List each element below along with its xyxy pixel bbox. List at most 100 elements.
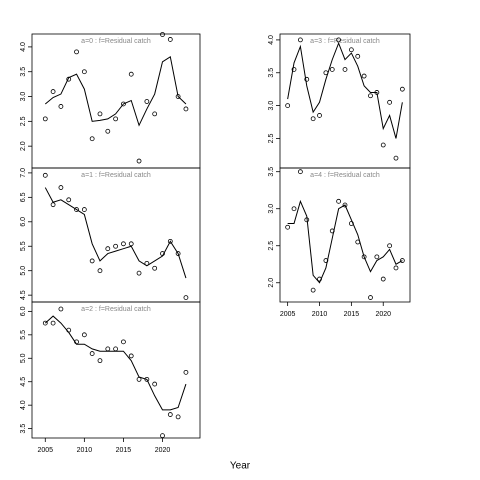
panel-title: a=3 : f=Residual catch (310, 38, 380, 45)
observed-point (175, 414, 181, 420)
observed-point (355, 53, 361, 59)
observed-point (329, 67, 335, 72)
observed-point (167, 412, 173, 417)
y-tick-label: 2.5 (268, 241, 275, 251)
fit-line (44, 187, 187, 279)
observed-point (58, 104, 64, 109)
y-tick-label: 6.0 (20, 217, 27, 227)
observed-point (380, 276, 386, 282)
observed-point (291, 67, 297, 72)
observed-point (144, 99, 150, 104)
observed-point (368, 93, 373, 99)
observed-point (74, 49, 79, 55)
observed-point (160, 251, 165, 256)
y-tick-label: 4.0 (20, 400, 27, 410)
panel-title: a=0 : f=Residual catch (81, 38, 151, 45)
observed-point (387, 99, 393, 105)
y-tick-label: 5.5 (20, 241, 27, 251)
x-tick-label: 2010 (77, 447, 93, 454)
observed-point (348, 221, 354, 226)
observed-point (97, 111, 103, 117)
observed-point (42, 172, 48, 178)
x-tick-label: 2015 (116, 447, 132, 454)
observed-point (399, 86, 405, 92)
y-tick-label: 2.0 (268, 278, 275, 288)
x-tick-label: 2010 (312, 311, 328, 318)
observed-point (81, 207, 87, 212)
observed-point (66, 197, 72, 203)
observed-point (368, 295, 373, 300)
panel-frame (279, 167, 411, 303)
observed-point (317, 276, 322, 282)
observed-point (342, 202, 348, 208)
observed-point (89, 258, 95, 264)
observed-point (97, 358, 103, 364)
observed-point (113, 243, 119, 249)
observed-point (42, 116, 48, 122)
observed-point (105, 246, 111, 252)
observed-point (304, 76, 310, 82)
observed-point (285, 224, 291, 230)
observed-point (50, 202, 56, 208)
y-tick-label: 3.0 (268, 101, 275, 111)
y-tick-label: 4.0 (20, 42, 27, 52)
observed-point (105, 128, 111, 134)
observed-point (167, 238, 173, 244)
x-tick-label: 2020 (375, 311, 391, 318)
observed-point (323, 70, 329, 76)
observed-point (121, 101, 126, 107)
observed-point (136, 158, 142, 164)
observed-point (355, 239, 361, 245)
y-tick-label: 3.5 (20, 424, 27, 434)
observed-point (128, 353, 134, 359)
observed-point (317, 113, 322, 118)
observed-point (297, 37, 303, 43)
observed-point (183, 369, 189, 375)
observed-point (81, 69, 87, 75)
observed-point (74, 339, 79, 345)
observed-point (113, 116, 119, 122)
y-tick-label: 5.5 (20, 330, 27, 340)
observed-point (329, 228, 335, 234)
observed-point (387, 243, 393, 249)
observed-point (144, 260, 150, 266)
x-tick-label: 2005 (280, 311, 296, 318)
y-tick-label: 4.5 (20, 290, 27, 300)
observed-point (175, 94, 181, 99)
observed-point (160, 433, 165, 439)
y-tick-label: 2.5 (268, 133, 275, 143)
observed-point (121, 339, 126, 345)
observed-point (175, 251, 181, 256)
observed-point (183, 295, 189, 300)
panel-title: a=2 : f=Residual catch (81, 306, 151, 313)
observed-point (323, 258, 329, 263)
panel-title: a=4 : f=Residual catch (310, 172, 380, 179)
y-tick-label: 3.0 (20, 92, 27, 102)
observed-point (336, 37, 342, 43)
observed-point (361, 73, 367, 79)
y-tick-label: 3.5 (20, 67, 27, 77)
observed-point (58, 185, 64, 190)
fit-line (287, 199, 403, 284)
observed-point (121, 241, 126, 247)
observed-point (152, 381, 158, 387)
y-tick-label: 4.0 (268, 35, 275, 45)
observed-point (374, 90, 380, 95)
observed-point (152, 265, 158, 271)
observed-point (304, 217, 310, 223)
observed-point (285, 103, 291, 108)
y-tick-label: 2.0 (20, 141, 27, 151)
observed-point (74, 207, 79, 212)
observed-point (50, 320, 56, 326)
observed-point (105, 346, 111, 352)
x-tick-label: 2015 (344, 311, 360, 318)
y-tick-label: 6.5 (20, 192, 27, 202)
observed-point (310, 116, 316, 122)
observed-point (113, 346, 119, 352)
y-tick-label: 3.5 (268, 68, 275, 78)
observed-point (183, 106, 189, 112)
observed-point (136, 270, 142, 276)
observed-point (348, 47, 354, 53)
y-tick-label: 7.0 (20, 168, 27, 178)
